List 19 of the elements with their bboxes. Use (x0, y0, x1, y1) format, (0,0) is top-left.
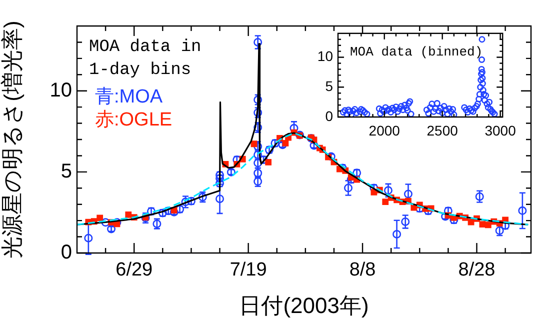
y-tick-label: 5 (325, 78, 334, 94)
text: 赤:OGLE (95, 109, 172, 130)
x-tick-label: 8/28 (458, 260, 496, 281)
annotation: MOA data in 1-day bins (89, 38, 202, 80)
x-tick-label: 6/29 (116, 260, 153, 281)
x-tick-label: 7/19 (230, 260, 267, 281)
annotation: MOA data (binned) (350, 44, 483, 60)
x-axis-title: 日付(2003年) (239, 292, 369, 318)
y-tick-label: 10 (50, 79, 72, 102)
x-tick-label: 2000 (368, 122, 400, 138)
x-tick-label: 3000 (484, 122, 516, 138)
text: 青:MOA (95, 86, 163, 108)
x-tick-label: 8/8 (349, 260, 376, 281)
y-tick-label: 0 (60, 242, 72, 264)
x-tick-label: 2500 (426, 122, 458, 138)
y-axis-title: 光源星の明るさ(増光率) (0, 20, 24, 258)
y-tick-label: 0 (325, 108, 334, 124)
y-tick-label: 10 (317, 48, 334, 64)
y-tick-label: 5 (60, 160, 72, 182)
